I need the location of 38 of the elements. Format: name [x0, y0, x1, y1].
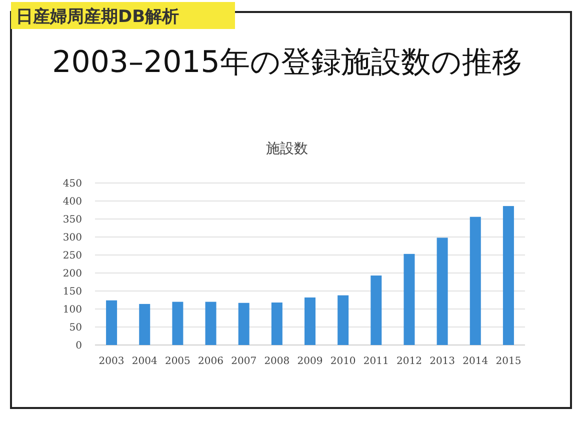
bar — [404, 254, 415, 345]
x-tick-label: 2006 — [198, 356, 224, 367]
x-tick-label: 2012 — [396, 356, 422, 367]
y-tick-label: 350 — [62, 214, 82, 226]
x-tick-label: 2015 — [496, 356, 522, 367]
x-tick-label: 2004 — [132, 356, 158, 367]
y-tick-label: 100 — [62, 304, 82, 316]
y-tick-label: 400 — [62, 196, 82, 208]
y-tick-label: 150 — [62, 286, 82, 298]
x-tick-label: 2010 — [330, 356, 356, 367]
bar — [139, 304, 150, 345]
x-tick-label: 2005 — [164, 356, 190, 367]
bar — [436, 238, 448, 345]
y-tick-label: 200 — [62, 268, 82, 280]
x-tick-label: 2014 — [462, 356, 488, 367]
x-tick-label: 2007 — [231, 356, 257, 367]
bar — [304, 297, 316, 345]
y-tick-label: 50 — [69, 322, 82, 334]
bar — [338, 295, 349, 345]
bar — [470, 216, 481, 345]
y-tick-label: 300 — [62, 232, 82, 244]
bar — [238, 302, 250, 345]
y-tick-label: 0 — [76, 340, 82, 352]
x-tick-label: 2013 — [430, 356, 456, 367]
x-tick-label: 2008 — [264, 356, 290, 367]
x-tick-label: 2011 — [363, 356, 389, 367]
x-tick-label: 2003 — [98, 356, 124, 367]
bar — [106, 300, 118, 345]
y-tick-label: 250 — [62, 250, 82, 262]
chart-subtitle: 施設数 — [266, 141, 308, 157]
chart-title: 2003–2015年の登録施設数の推移 — [52, 45, 522, 80]
bar — [370, 276, 382, 345]
y-tick-label: 450 — [62, 178, 82, 190]
bar — [271, 302, 282, 345]
bar — [205, 302, 216, 345]
bar — [172, 302, 184, 345]
x-tick-label: 2009 — [297, 356, 323, 367]
bar — [502, 206, 514, 345]
